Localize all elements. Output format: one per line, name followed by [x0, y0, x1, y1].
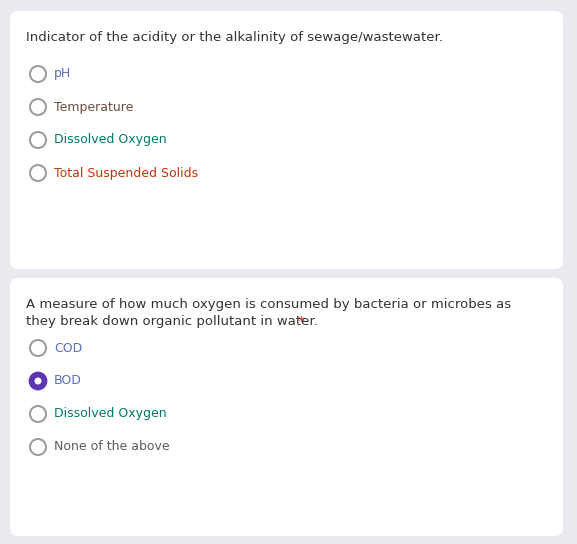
Text: BOD: BOD [54, 374, 82, 387]
Circle shape [30, 406, 46, 422]
Text: None of the above: None of the above [54, 441, 170, 454]
Text: A measure of how much oxygen is consumed by bacteria or microbes as: A measure of how much oxygen is consumed… [26, 298, 511, 311]
Circle shape [30, 66, 46, 82]
Circle shape [30, 132, 46, 148]
Text: Indicator of the acidity or the alkalinity of sewage/wastewater.: Indicator of the acidity or the alkalini… [26, 31, 443, 44]
Text: COD: COD [54, 342, 83, 355]
Text: *: * [294, 315, 305, 328]
Text: pH: pH [54, 67, 71, 81]
Text: Dissolved Oxygen: Dissolved Oxygen [54, 133, 167, 146]
Circle shape [30, 99, 46, 115]
Circle shape [30, 373, 46, 389]
FancyBboxPatch shape [10, 278, 563, 536]
Text: Dissolved Oxygen: Dissolved Oxygen [54, 407, 167, 421]
Circle shape [35, 378, 42, 385]
Circle shape [30, 165, 46, 181]
Circle shape [30, 439, 46, 455]
Text: Temperature: Temperature [54, 101, 133, 114]
Circle shape [30, 340, 46, 356]
Text: Total Suspended Solids: Total Suspended Solids [54, 166, 198, 180]
FancyBboxPatch shape [10, 11, 563, 269]
Text: they break down organic pollutant in water.: they break down organic pollutant in wat… [26, 315, 318, 328]
